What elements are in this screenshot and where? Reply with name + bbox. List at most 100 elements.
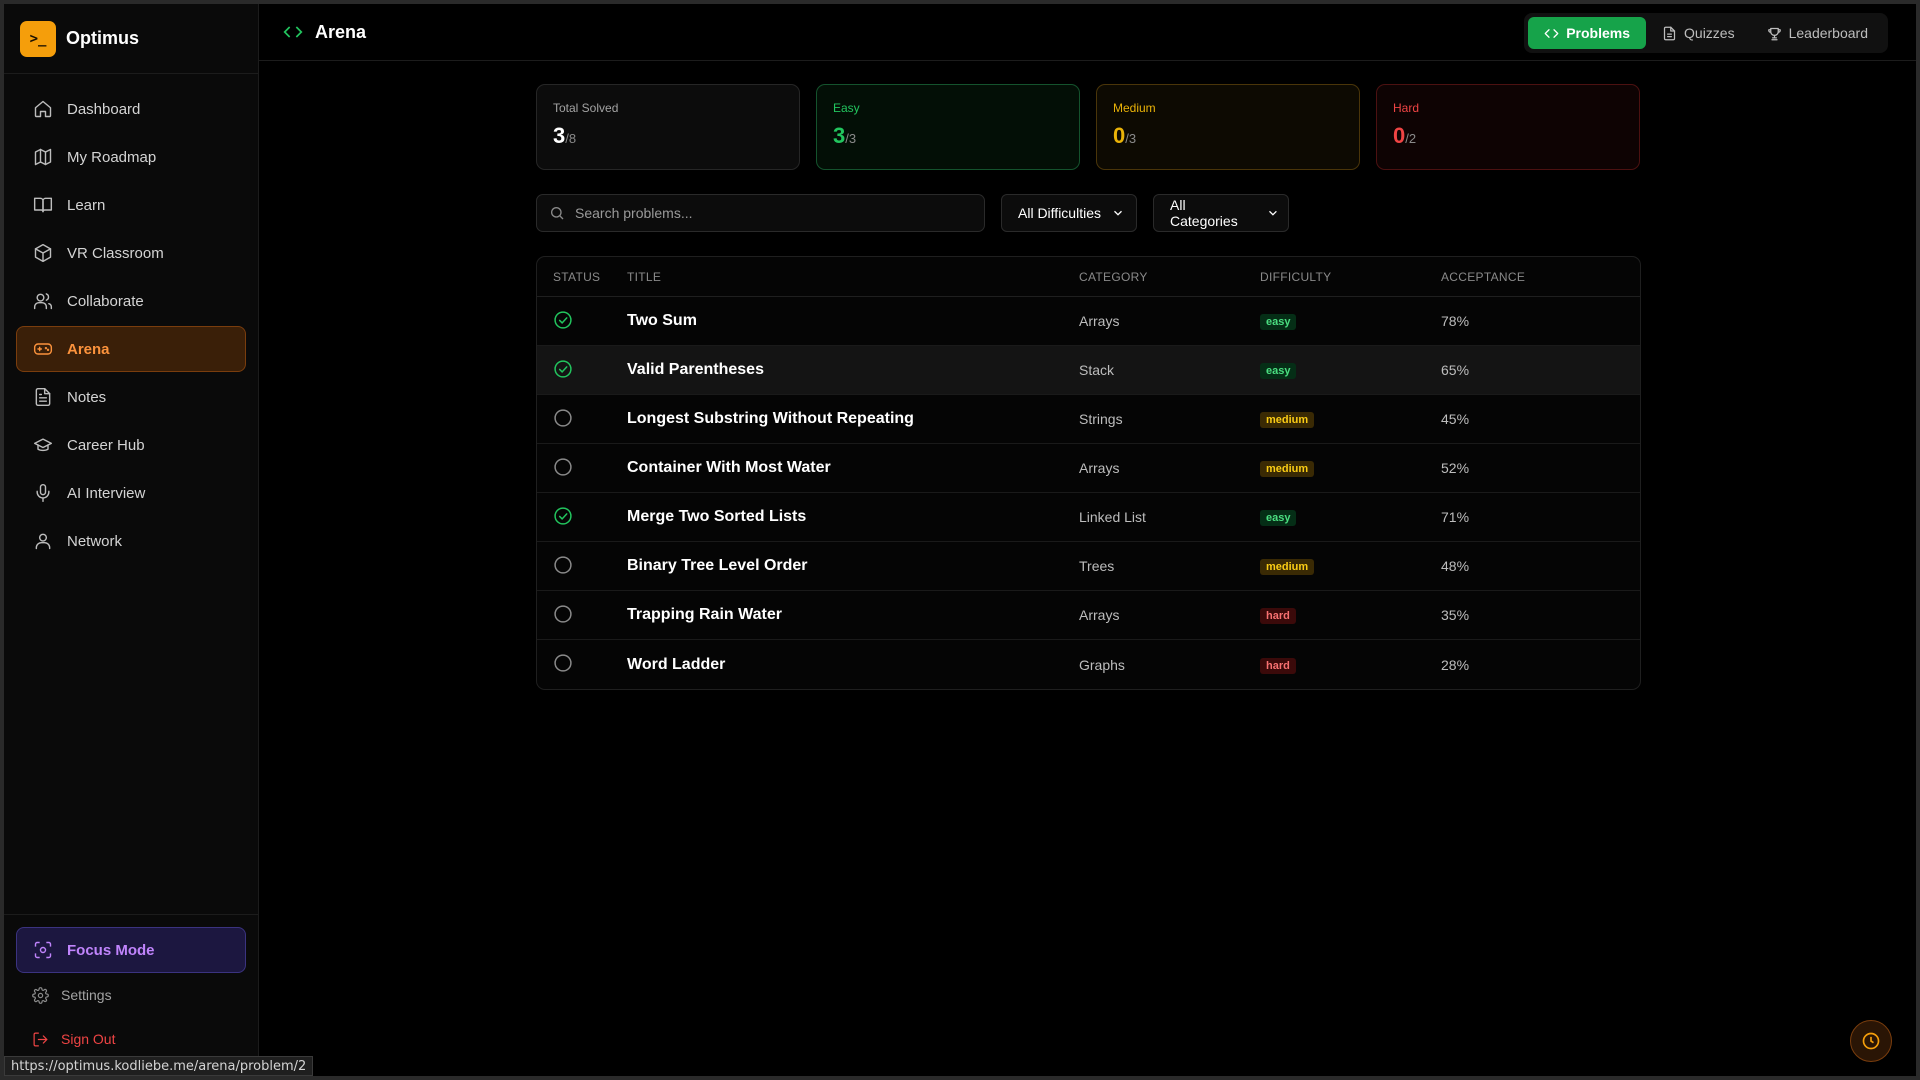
book-icon <box>33 195 53 215</box>
stat-count: 3 <box>833 123 846 148</box>
problem-acceptance: 28% <box>1441 656 1470 673</box>
map-icon <box>33 147 53 167</box>
cube-icon <box>33 243 53 263</box>
difficulty-badge: easy <box>1260 510 1297 526</box>
problem-title[interactable]: Trapping Rain Water <box>627 606 782 623</box>
difficulty-select-value: All Difficulties <box>1018 205 1101 221</box>
problem-acceptance: 71% <box>1441 509 1470 525</box>
header-acceptance: ACCEPTANCE <box>1441 269 1526 284</box>
problem-title[interactable]: Valid Parentheses <box>627 361 764 378</box>
chevron-down-icon <box>1269 210 1277 216</box>
stat-total: /2 <box>1405 131 1417 146</box>
stat-value: 0/2 <box>1393 123 1623 149</box>
problem-title[interactable]: Word Ladder <box>627 655 726 673</box>
difficulty-cell: medium <box>1260 557 1441 575</box>
problem-category: Stack <box>1079 362 1115 378</box>
sidebar-item-collaborate[interactable]: Collaborate <box>16 278 246 324</box>
table-row[interactable]: Binary Tree Level Order Trees medium 48% <box>537 542 1640 591</box>
sidebar-nav: Dashboard My Roadmap Learn VR Classroom … <box>4 74 258 564</box>
focus-target-icon <box>34 941 52 959</box>
check-circle-icon <box>553 506 573 529</box>
stat-count: 3 <box>553 123 566 148</box>
sidebar-item-network[interactable]: Network <box>16 518 246 564</box>
microphone-icon <box>33 483 53 503</box>
settings-link[interactable]: Settings <box>16 973 246 1017</box>
difficulty-cell: easy <box>1260 312 1441 330</box>
problem-title[interactable]: Merge Two Sorted Lists <box>627 508 807 525</box>
sidebar-item-label: VR Classroom <box>67 244 164 262</box>
sidebar-item-vr-classroom[interactable]: VR Classroom <box>16 230 246 276</box>
problem-title[interactable]: Two Sum <box>627 312 697 329</box>
table-row[interactable]: Longest Substring Without Repeating Stri… <box>537 395 1640 444</box>
sidebar-item-label: Career Hub <box>67 436 145 454</box>
table-row[interactable]: Container With Most Water Arrays medium … <box>537 444 1640 493</box>
search-icon <box>551 207 564 220</box>
stat-total: /3 <box>1125 131 1137 146</box>
sign-out-link[interactable]: Sign Out <box>16 1017 246 1061</box>
brand[interactable]: >_ Optimus <box>4 4 258 74</box>
timer-button[interactable] <box>1850 1020 1892 1062</box>
code-icon <box>1544 28 1559 38</box>
stat-label: Total Solved <box>553 101 619 115</box>
stat-label: Hard <box>1393 101 1420 115</box>
sidebar-item-label: Collaborate <box>67 292 144 310</box>
search-box <box>536 194 985 232</box>
tab-problems[interactable]: Problems <box>1528 17 1647 49</box>
status-cell <box>537 408 627 431</box>
focus-mode-button[interactable]: Focus Mode <box>16 927 246 973</box>
total-solved-card: Total Solved 3/8 <box>536 84 800 170</box>
difficulty-badge: medium <box>1260 461 1315 477</box>
sidebar-item-career-hub[interactable]: Career Hub <box>16 422 246 468</box>
sidebar-item-my-roadmap[interactable]: My Roadmap <box>16 134 246 180</box>
problem-category: Linked List <box>1079 509 1146 525</box>
problem-category: Graphs <box>1079 656 1125 673</box>
problem-title[interactable]: Longest Substring Without Repeating <box>627 410 914 427</box>
problems-table: STATUS TITLE CATEGORY DIFFICULTY ACCEPTA… <box>536 256 1641 690</box>
sidebar-item-ai-interview[interactable]: AI Interview <box>16 470 246 516</box>
problem-acceptance: 45% <box>1441 411 1470 427</box>
sidebar: >_ Optimus Dashboard My Roadmap Learn VR… <box>4 4 259 1076</box>
problem-acceptance: 48% <box>1441 558 1470 574</box>
sidebar-footer: Focus Mode Settings Sign Out <box>4 914 258 1076</box>
category-select[interactable]: All Categories <box>1153 194 1289 232</box>
filters-bar: All Difficulties All Categories <box>536 194 1641 232</box>
difficulty-cell: hard <box>1260 656 1441 674</box>
tab-quizzes[interactable]: Quizzes <box>1646 17 1751 49</box>
problem-title[interactable]: Binary Tree Level Order <box>627 557 808 574</box>
stat-count: 0 <box>1393 123 1406 148</box>
medium-solved-card: Medium 0/3 <box>1096 84 1360 170</box>
stat-value: 3/8 <box>553 123 783 149</box>
table-row[interactable]: Merge Two Sorted Lists Linked List easy … <box>537 493 1640 542</box>
status-cell <box>537 653 627 676</box>
problem-category: Arrays <box>1079 607 1120 623</box>
table-row[interactable]: Two Sum Arrays easy 78% <box>537 297 1640 346</box>
sidebar-item-arena[interactable]: Arena <box>16 326 246 372</box>
app-window: >_ Optimus Dashboard My Roadmap Learn VR… <box>4 4 1916 1076</box>
problem-title[interactable]: Container With Most Water <box>627 459 831 476</box>
clock-icon <box>1862 1032 1880 1050</box>
table-row[interactable]: Word Ladder Graphs hard 28% <box>537 640 1640 689</box>
sidebar-item-label: Dashboard <box>67 100 141 118</box>
problem-category: Arrays <box>1079 460 1120 476</box>
circle-icon <box>553 654 573 676</box>
gamepad-icon <box>33 339 53 359</box>
table-row[interactable]: Trapping Rain Water Arrays hard 35% <box>537 591 1640 640</box>
search-input[interactable] <box>575 205 955 221</box>
circle-icon <box>553 408 573 431</box>
sidebar-item-learn[interactable]: Learn <box>16 182 246 228</box>
header-status: STATUS <box>553 269 601 284</box>
difficulty-cell: medium <box>1260 410 1441 428</box>
stat-total: /3 <box>845 131 857 146</box>
status-cell <box>537 310 627 333</box>
easy-solved-card: Easy 3/3 <box>816 84 1080 170</box>
sidebar-item-notes[interactable]: Notes <box>16 374 246 420</box>
sign-out-label: Sign Out <box>61 1031 116 1047</box>
difficulty-select[interactable]: All Difficulties <box>1001 194 1137 232</box>
tab-leaderboard[interactable]: Leaderboard <box>1751 17 1884 49</box>
stat-count: 0 <box>1113 123 1126 148</box>
sidebar-item-dashboard[interactable]: Dashboard <box>16 86 246 132</box>
table-row[interactable]: Valid Parentheses Stack easy 65% <box>537 346 1640 395</box>
status-cell <box>537 359 627 382</box>
difficulty-badge: hard <box>1260 657 1296 674</box>
difficulty-cell: easy <box>1260 508 1441 526</box>
